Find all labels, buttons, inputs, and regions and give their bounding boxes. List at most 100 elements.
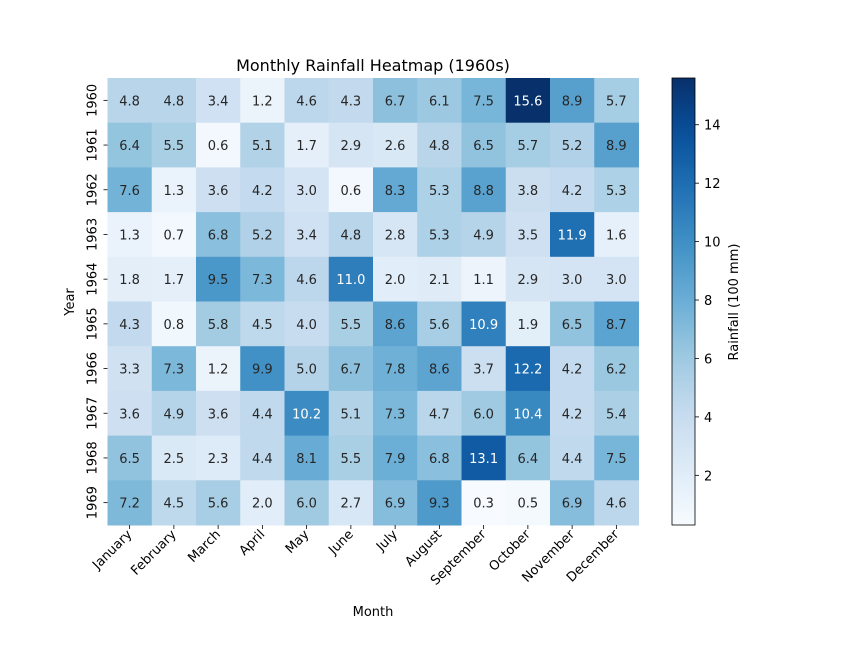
- heatmap-cell: [328, 346, 374, 392]
- cell-value-label: 4.2: [562, 184, 583, 199]
- cell-value-label: 6.9: [562, 497, 583, 512]
- cell-value-label: 8.3: [385, 184, 406, 199]
- cell-value-label: 6.0: [473, 407, 494, 422]
- x-tick-label: April: [237, 527, 269, 559]
- heatmap-cell: [417, 480, 462, 526]
- heatmap-cell: [328, 480, 374, 526]
- cell-value-label: 15.6: [513, 94, 542, 109]
- cell-value-label: 5.6: [429, 318, 450, 333]
- cell-value-label: 6.8: [429, 452, 450, 467]
- cell-value-label: 2.6: [385, 139, 406, 154]
- cell-value-label: 1.7: [296, 139, 317, 154]
- cell-value-label: 5.3: [429, 184, 450, 199]
- colorbar-tick-label: 6: [704, 352, 712, 367]
- heatmap-cell: [284, 78, 330, 124]
- cell-value-label: 3.8: [518, 184, 539, 199]
- cell-value-label: 4.8: [341, 228, 362, 243]
- heatmap-cell: [151, 256, 197, 302]
- heatmap-cell: [107, 480, 153, 526]
- y-tick-label: 1968: [86, 441, 101, 474]
- heatmap-cell: [240, 122, 285, 168]
- cell-value-label: 6.5: [119, 452, 140, 467]
- heatmap-cell: [196, 346, 241, 392]
- cell-value-label: 12.2: [513, 363, 542, 378]
- cell-value-label: 4.2: [562, 407, 583, 422]
- heatmap-cell: [240, 212, 285, 258]
- cell-value-label: 4.9: [473, 228, 494, 243]
- heatmap-cell: [328, 390, 374, 437]
- colorbar-tick-label: 12: [704, 177, 721, 192]
- heatmap-cell: [151, 78, 197, 124]
- heatmap-cell: [594, 256, 639, 302]
- cell-value-label: 5.3: [606, 184, 627, 199]
- heatmap-cell: [594, 435, 639, 481]
- heatmap-cell: [594, 390, 639, 437]
- heatmap-cell: [196, 390, 241, 437]
- cell-value-label: 2.0: [252, 497, 273, 512]
- cell-value-label: 3.0: [606, 273, 627, 288]
- cell-value-label: 4.6: [606, 497, 627, 512]
- heatmap-cell: [284, 122, 330, 168]
- cell-value-label: 0.3: [473, 497, 494, 512]
- cell-value-label: 6.2: [606, 363, 627, 378]
- heatmap-cell: [107, 167, 153, 213]
- cell-value-label: 7.5: [606, 452, 627, 467]
- cell-value-label: 5.7: [518, 139, 539, 154]
- heatmap-cell: [594, 480, 639, 526]
- heatmap-cell: [240, 480, 285, 526]
- cell-value-label: 6.0: [296, 497, 317, 512]
- cell-value-label: 9.5: [208, 273, 229, 288]
- colorbar-label: Rainfall (100 mm): [727, 244, 742, 361]
- cell-value-label: 4.9: [164, 407, 185, 422]
- cell-value-label: 5.8: [208, 318, 229, 333]
- x-tick-label: June: [325, 527, 356, 558]
- cell-value-label: 7.3: [252, 273, 273, 288]
- colorbar-tick-label: 2: [704, 469, 712, 484]
- heatmap-cell: [328, 122, 374, 168]
- cell-value-label: 8.7: [606, 318, 627, 333]
- heatmap-cell: [373, 167, 418, 213]
- cell-value-label: 2.9: [341, 139, 362, 154]
- heatmap-cell: [284, 346, 330, 392]
- heatmap-cell: [550, 480, 595, 526]
- heatmap-cell: [461, 78, 507, 124]
- cell-value-label: 3.7: [473, 363, 494, 378]
- heatmap-cell: [373, 78, 418, 124]
- cell-value-label: 5.1: [252, 139, 273, 154]
- cell-value-label: 1.3: [119, 228, 140, 243]
- heatmap-cell: [328, 435, 374, 481]
- heatmap-cells: 4.8 4.8 3.4 1.2 4.6 4.3 6.7 6.1 7.5 15.6 8.9 5.7 6.4…: [107, 78, 639, 526]
- colorbar-tick-label: 8: [704, 294, 712, 309]
- heatmap-cell: [461, 390, 507, 437]
- heatmap-cell: [240, 167, 285, 213]
- heatmap-cell: [461, 435, 507, 481]
- heatmap-cell: [240, 346, 285, 392]
- cell-value-label: 2.5: [164, 452, 185, 467]
- cell-value-label: 4.0: [296, 318, 317, 333]
- heatmap-cell: [284, 167, 330, 213]
- heatmap-cell: [505, 256, 551, 302]
- cell-value-label: 0.6: [341, 184, 362, 199]
- cell-value-label: 5.0: [296, 363, 317, 378]
- heatmap-cell: [461, 212, 507, 258]
- heatmap-cell: [594, 78, 639, 124]
- heatmap-cell: [550, 256, 595, 302]
- cell-value-label: 10.4: [513, 407, 542, 422]
- heatmap-cell: [196, 480, 241, 526]
- cell-value-label: 0.8: [164, 318, 185, 333]
- cell-value-label: 9.9: [252, 363, 273, 378]
- cell-value-label: 4.5: [252, 318, 273, 333]
- cell-value-label: 0.7: [164, 228, 185, 243]
- cell-value-label: 7.5: [473, 94, 494, 109]
- heatmap-cell: [107, 78, 153, 124]
- cell-value-label: 8.9: [562, 94, 583, 109]
- heatmap-cell: [550, 435, 595, 481]
- y-tick-label: 1964: [86, 263, 101, 296]
- cell-value-label: 7.8: [385, 363, 406, 378]
- cell-value-label: 1.2: [252, 94, 273, 109]
- heatmap-cell: [373, 122, 418, 168]
- heatmap-cell: [107, 390, 153, 437]
- cell-value-label: 6.1: [429, 94, 450, 109]
- heatmap-cell: [373, 390, 418, 437]
